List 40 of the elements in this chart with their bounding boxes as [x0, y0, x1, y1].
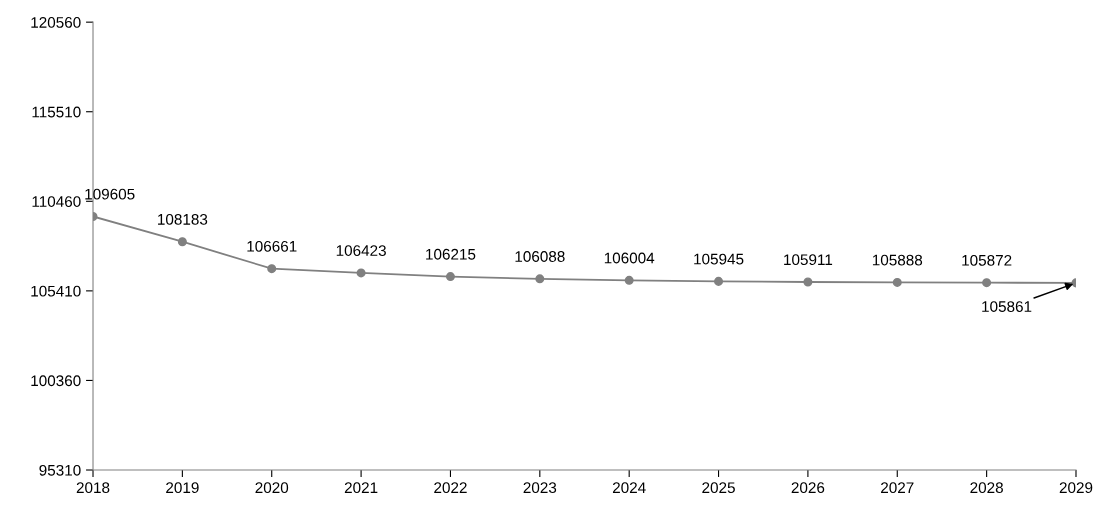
data-label: 106088: [515, 251, 565, 262]
x-tick-label: 2019: [166, 482, 199, 494]
data-label: 108183: [158, 213, 208, 225]
y-tick-label: 95310: [39, 464, 81, 476]
point: [803, 277, 813, 287]
point: [982, 278, 992, 288]
point: [177, 237, 187, 247]
y-tick-label: 105410: [31, 285, 81, 297]
data-label: 106661: [247, 240, 297, 252]
data-label: 105888: [872, 254, 923, 266]
y-tick-label: 110460: [32, 196, 81, 207]
data-label: 105872: [962, 254, 1012, 266]
x-tick-label: 2027: [881, 482, 914, 494]
point: [267, 264, 277, 274]
point: [535, 274, 545, 284]
data-label: 106423: [336, 245, 386, 256]
x-tick-label: 2021: [344, 482, 378, 494]
data-label: 105945: [694, 253, 744, 265]
x-tick-label: 2023: [523, 482, 557, 494]
point: [714, 276, 724, 286]
data-label: 105861: [982, 301, 1032, 312]
x-tick-label: 2022: [434, 482, 467, 494]
point: [624, 275, 634, 285]
x-tick-label: 2024: [612, 482, 646, 494]
x-tick-label: 2025: [702, 482, 735, 494]
x-tick-label: 2018: [76, 482, 110, 494]
y-tick-label: 115510: [32, 106, 81, 118]
x-tick-label: 2028: [970, 482, 1003, 494]
data-label: 109605: [85, 188, 135, 200]
x-tick-label: 2026: [791, 482, 825, 494]
data-label: 106004: [604, 252, 655, 264]
point: [356, 268, 366, 278]
x-tick-label: 2020: [255, 482, 289, 494]
x-tick-label: 2029: [1059, 482, 1093, 494]
y-tick-label: 120560: [31, 17, 81, 28]
data-label: 105911: [784, 254, 833, 266]
point: [892, 277, 902, 287]
point: [445, 272, 455, 282]
data-label: 106215: [426, 248, 476, 260]
y-tick-label: 100360: [31, 375, 81, 387]
